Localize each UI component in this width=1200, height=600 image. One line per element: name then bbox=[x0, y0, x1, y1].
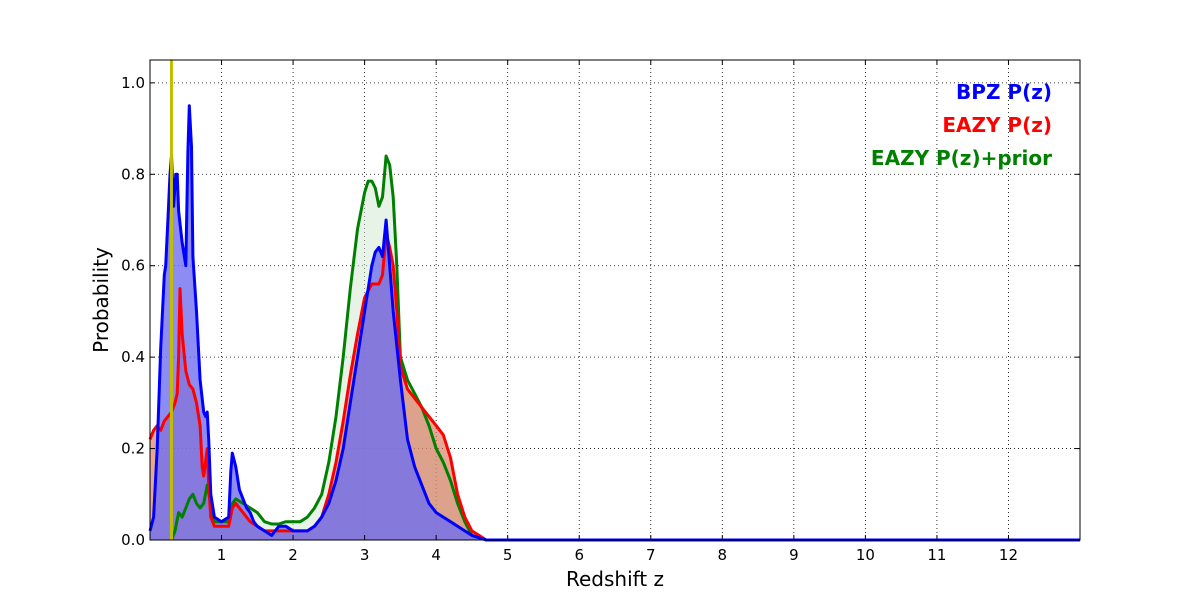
legend-entry: BPZ P(z) bbox=[956, 80, 1052, 104]
x-axis-label: Redshift z bbox=[566, 567, 664, 591]
x-tick-label: 10 bbox=[856, 546, 875, 564]
y-axis-label: Probability bbox=[89, 247, 113, 353]
x-tick-label: 7 bbox=[646, 546, 656, 564]
y-tick-label: 0.4 bbox=[121, 348, 145, 366]
series-line-0 bbox=[148, 104, 1080, 542]
x-tick-label: 4 bbox=[431, 546, 441, 564]
tick-layer: 1 2 3 4 5 6 7 8 9 10 11 120.00.20.40.60.81.0 bbox=[121, 60, 1080, 564]
legend-entry: EAZY P(z)+prior bbox=[871, 146, 1052, 170]
series-fill-1 bbox=[150, 233, 1080, 540]
series-fill-2 bbox=[171, 156, 1080, 540]
x-tick-label: 6 bbox=[574, 546, 584, 564]
legend: BPZ P(z) EAZY P(z) EAZY P(z)+prior bbox=[871, 80, 1052, 170]
legend-entry: EAZY P(z) bbox=[942, 113, 1052, 137]
y-tick-label: 1.0 bbox=[121, 74, 145, 92]
x-tick-label: 2 bbox=[288, 546, 298, 564]
series-line-1 bbox=[148, 232, 1080, 542]
x-tick-label: 3 bbox=[360, 546, 370, 564]
frame-layer bbox=[149, 59, 1081, 541]
y-tick-label: 0.6 bbox=[121, 257, 145, 275]
series-fill-0 bbox=[150, 105, 1080, 540]
plot-frame bbox=[149, 59, 1081, 541]
x-tick-label: 11 bbox=[927, 546, 946, 564]
y-tick-label: 0.8 bbox=[121, 165, 145, 183]
x-tick-label: 8 bbox=[718, 546, 728, 564]
x-tick-label: 1 bbox=[217, 546, 227, 564]
x-tick-label: 5 bbox=[503, 546, 513, 564]
y-tick-label: 0.2 bbox=[121, 440, 145, 458]
y-tick-label: 0.0 bbox=[121, 531, 145, 549]
x-tick-label: 9 bbox=[789, 546, 799, 564]
grid-layer bbox=[150, 60, 1080, 541]
x-tick-label: 12 bbox=[999, 546, 1018, 564]
fill-layer bbox=[150, 105, 1080, 540]
series-line-2 bbox=[170, 154, 1080, 542]
line-layer bbox=[148, 60, 1080, 542]
